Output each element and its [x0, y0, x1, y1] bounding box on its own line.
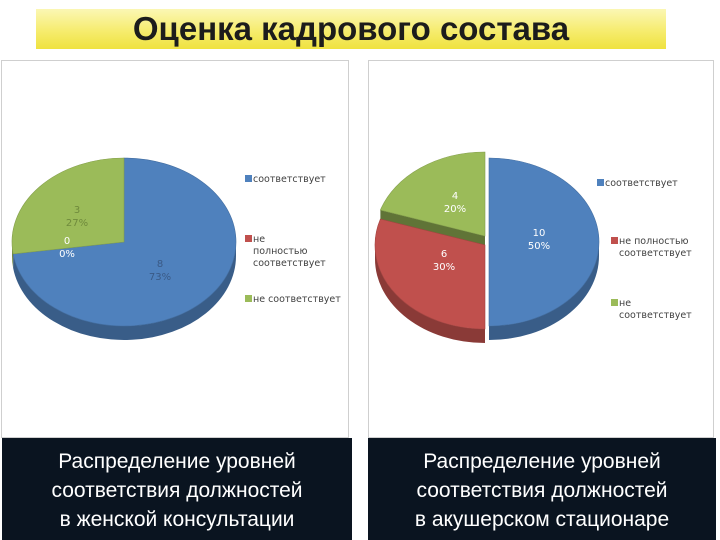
caption-line: Распределение уровней: [423, 450, 661, 473]
caption-line: в акушерском стационаре: [414, 508, 670, 531]
pie-slice-side: [375, 245, 485, 343]
data-label-percent: 30%: [433, 262, 455, 273]
data-label-value: 3: [74, 205, 80, 216]
legend-swatch: [245, 295, 252, 302]
legend-label: полностью: [253, 246, 307, 257]
legend-label: соответствует: [605, 178, 678, 189]
data-label-percent: 50%: [528, 241, 550, 252]
legend-swatch: [245, 235, 252, 242]
caption-line: в женской консультации: [59, 508, 295, 531]
data-label-value: 6: [441, 249, 447, 260]
title-band: [36, 9, 666, 49]
legend-label: соответствует: [619, 310, 692, 321]
legend-label: не: [253, 234, 265, 245]
caption-consultation: Распределение уровней соответствия должн…: [2, 438, 352, 540]
caption-line: соответствия должностей: [416, 479, 668, 502]
caption-line: соответствия должностей: [51, 479, 303, 502]
data-label-percent: 0%: [59, 249, 75, 260]
data-label-percent: 20%: [444, 204, 466, 215]
pie-slice: [488, 157, 600, 327]
legend-label: соответствует: [253, 258, 326, 269]
data-label-percent: 73%: [149, 272, 171, 283]
legend-label: соответствует: [619, 248, 692, 259]
legend-swatch: [611, 299, 618, 306]
legend-swatch: [597, 179, 604, 186]
data-label-percent: 27%: [66, 218, 88, 229]
page-title: Оценка кадрового состава: [132, 10, 570, 47]
legend-label: соответствует: [253, 174, 326, 185]
legend-swatch: [611, 237, 618, 244]
chart-panel-hospital: 10 50% 6 30% 4 20% соответствует не полностью со…: [368, 60, 714, 438]
caption-line: Распределение уровней: [58, 450, 296, 473]
data-label-value: 0: [64, 236, 70, 247]
pie-slice-side: [489, 242, 599, 340]
caption-hospital: Распределение уровней соответствия должн…: [368, 438, 716, 540]
pie-chart-consultation: 873%00%327%соответствуетнеполностьюсоотв…: [11, 157, 341, 341]
pie-slice: [11, 157, 125, 255]
data-label-value: 10: [533, 228, 546, 239]
legend-label: не полностью: [619, 236, 689, 247]
pie-slice: [374, 218, 486, 330]
data-label-value: 4: [452, 191, 458, 202]
pie-slice: [379, 151, 486, 237]
pie-slice: [12, 157, 237, 327]
legend-label: не соответствует: [253, 294, 341, 305]
legend-label: не: [619, 298, 631, 309]
legend-swatch: [245, 175, 252, 182]
data-label-value: 8: [157, 259, 163, 270]
chart-panel-consultation: 8 73% 0 0% 3 27% соответствует не полностью соотв…: [1, 60, 349, 438]
